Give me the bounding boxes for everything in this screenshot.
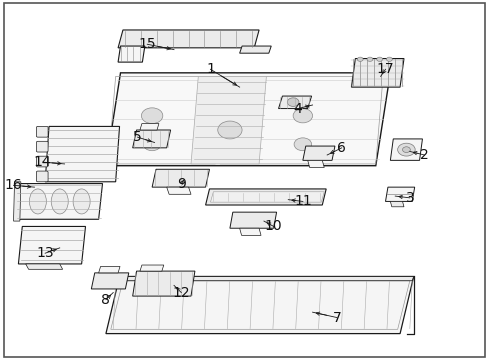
Polygon shape — [91, 273, 128, 289]
Polygon shape — [351, 59, 403, 87]
Circle shape — [143, 138, 161, 151]
Polygon shape — [140, 265, 163, 271]
Polygon shape — [106, 276, 413, 281]
Circle shape — [293, 138, 311, 151]
Circle shape — [141, 108, 163, 123]
Circle shape — [366, 57, 372, 62]
Text: 2: 2 — [419, 148, 428, 162]
Polygon shape — [385, 187, 414, 202]
Polygon shape — [152, 169, 209, 187]
Polygon shape — [19, 226, 85, 264]
Polygon shape — [239, 46, 271, 53]
Circle shape — [376, 57, 382, 62]
FancyBboxPatch shape — [36, 156, 48, 167]
Ellipse shape — [29, 189, 46, 214]
Text: 14: 14 — [34, 155, 51, 169]
Polygon shape — [278, 96, 311, 109]
Text: 11: 11 — [293, 194, 311, 208]
Text: 16: 16 — [5, 178, 22, 192]
Text: 6: 6 — [337, 141, 346, 155]
Polygon shape — [389, 202, 403, 207]
Polygon shape — [140, 123, 159, 130]
Polygon shape — [389, 139, 422, 160]
Polygon shape — [14, 182, 21, 221]
Circle shape — [386, 57, 391, 62]
Polygon shape — [16, 184, 102, 219]
Polygon shape — [205, 189, 325, 205]
Text: 10: 10 — [264, 220, 282, 233]
Circle shape — [402, 147, 409, 153]
Ellipse shape — [51, 189, 68, 214]
Circle shape — [292, 109, 312, 123]
Polygon shape — [166, 187, 191, 194]
Circle shape — [217, 121, 242, 139]
Circle shape — [357, 57, 363, 62]
FancyBboxPatch shape — [36, 141, 48, 152]
Text: 13: 13 — [36, 246, 54, 260]
Text: 15: 15 — [138, 37, 156, 51]
Polygon shape — [191, 76, 266, 164]
Polygon shape — [132, 271, 195, 296]
FancyBboxPatch shape — [36, 126, 48, 137]
Polygon shape — [229, 212, 276, 228]
Polygon shape — [45, 126, 119, 182]
Polygon shape — [26, 264, 62, 269]
Text: 8: 8 — [102, 293, 110, 307]
Circle shape — [397, 143, 414, 156]
Polygon shape — [106, 73, 389, 166]
Text: 1: 1 — [205, 62, 214, 76]
Text: 17: 17 — [376, 62, 393, 76]
Polygon shape — [106, 276, 413, 334]
Polygon shape — [210, 192, 324, 202]
Text: 3: 3 — [405, 191, 413, 205]
Polygon shape — [118, 30, 259, 48]
Polygon shape — [239, 228, 261, 235]
Text: 5: 5 — [133, 130, 142, 144]
Polygon shape — [118, 46, 144, 62]
Polygon shape — [99, 266, 120, 273]
Polygon shape — [132, 130, 170, 148]
FancyBboxPatch shape — [36, 171, 48, 182]
Text: 12: 12 — [172, 285, 190, 300]
Polygon shape — [307, 160, 324, 167]
Polygon shape — [302, 146, 334, 160]
Text: 7: 7 — [332, 311, 341, 324]
Text: 4: 4 — [293, 102, 302, 116]
Circle shape — [287, 98, 298, 107]
Ellipse shape — [73, 189, 90, 214]
Text: 9: 9 — [177, 176, 185, 190]
